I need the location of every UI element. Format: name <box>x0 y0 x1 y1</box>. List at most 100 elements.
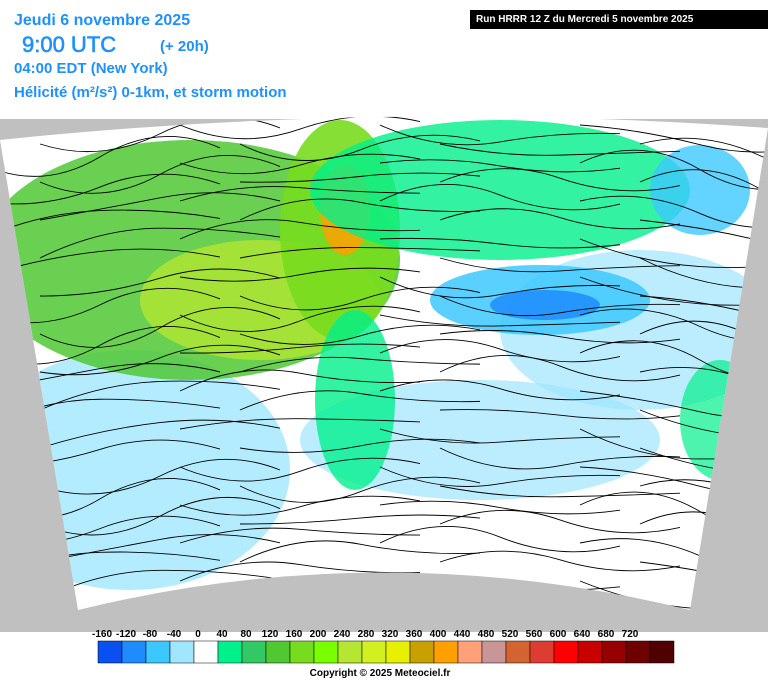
streamline <box>179 305 421 332</box>
streamline <box>439 257 681 273</box>
streamline <box>379 276 621 299</box>
legend-label: 280 <box>358 629 375 640</box>
streamline <box>39 380 281 411</box>
streamline <box>579 276 768 306</box>
streamline <box>39 192 281 221</box>
legend-swatch <box>409 640 435 664</box>
streamline <box>39 306 281 348</box>
streamline <box>239 390 481 411</box>
streamline <box>239 198 481 221</box>
legend-label: 720 <box>622 629 639 640</box>
streamline <box>39 419 281 449</box>
streamline <box>439 208 681 230</box>
legend-label: 560 <box>526 629 543 640</box>
streamline <box>379 526 621 553</box>
streamline <box>579 238 768 268</box>
streamline <box>579 491 768 533</box>
streamline <box>239 476 481 503</box>
legend-swatch <box>241 640 267 664</box>
streamline <box>0 173 221 205</box>
legend-swatch <box>361 640 387 664</box>
streamline <box>579 390 768 419</box>
legend-label: 200 <box>310 629 327 640</box>
streamline <box>579 466 768 495</box>
streamline <box>579 124 768 153</box>
legend-swatch <box>433 640 459 664</box>
time-utc: 9:00 UTC <box>22 32 117 58</box>
legend-swatch <box>145 640 171 664</box>
legend-swatch <box>385 640 411 664</box>
streamline <box>179 457 421 482</box>
legend-label: 680 <box>598 629 615 640</box>
legend-swatch <box>505 640 531 664</box>
legend-swatch <box>649 640 675 664</box>
legend-label: 160 <box>286 629 303 640</box>
streamline <box>39 569 281 601</box>
streamline <box>379 124 621 146</box>
streamline <box>379 500 621 515</box>
legend-label: -160 <box>92 629 112 640</box>
streamline <box>39 458 281 495</box>
streamline <box>239 438 481 453</box>
legend-swatch <box>601 640 627 664</box>
streamline <box>439 447 681 470</box>
legend-swatch <box>529 640 555 664</box>
streamline <box>179 369 421 392</box>
local-time: 04:00 EDT (New York) <box>14 60 168 77</box>
streamline <box>439 330 681 344</box>
streamline <box>239 247 481 259</box>
legend-label: 40 <box>216 629 228 640</box>
streamline <box>579 308 768 343</box>
legend-swatch <box>121 640 147 664</box>
legend-swatch <box>625 640 651 664</box>
streamline <box>179 153 421 175</box>
legend-label: 360 <box>406 629 423 640</box>
streamline <box>439 485 681 498</box>
streamline <box>579 428 768 460</box>
legend-swatch <box>313 640 339 664</box>
streamline <box>39 227 281 259</box>
legend-swatch <box>97 640 123 664</box>
legend-swatch <box>265 640 291 664</box>
streamline <box>439 509 681 534</box>
streamline <box>439 409 681 420</box>
streamline <box>379 339 621 363</box>
legend-label: 640 <box>574 629 591 640</box>
streamline <box>39 534 281 563</box>
streamline <box>379 314 621 327</box>
streamline <box>179 561 421 582</box>
streamline <box>639 137 768 172</box>
legend-label: 0 <box>195 629 201 640</box>
streamline <box>239 172 481 183</box>
streamline <box>379 379 621 401</box>
legend-swatch <box>289 640 315 664</box>
streamline <box>179 527 421 544</box>
streamline <box>0 135 221 177</box>
streamline <box>439 355 681 382</box>
legend-swatch <box>481 640 507 664</box>
lead-time: (+ 20h) <box>160 38 209 55</box>
copyright: Copyright © 2025 Meteociel.fr <box>310 668 451 679</box>
parameter: Hélicité (m²/s²) 0-1km, et storm motion <box>14 84 287 101</box>
legend-label: 600 <box>550 629 567 640</box>
streamline <box>39 344 281 376</box>
date: Jeudi 6 novembre 2025 <box>14 12 191 29</box>
streamline <box>239 540 481 563</box>
legend-label: 240 <box>334 629 351 640</box>
streamline <box>439 295 681 317</box>
streamline <box>379 237 621 249</box>
legend-swatch <box>193 640 219 664</box>
legend-swatch <box>217 640 243 664</box>
legend-swatch <box>337 640 363 664</box>
legend-label: 80 <box>240 629 252 640</box>
legend-swatch <box>169 640 195 664</box>
streamline <box>379 183 621 211</box>
streamline <box>239 356 481 373</box>
run-info: Run HRRR 12 Z du Mercredi 5 novembre 202… <box>470 10 768 29</box>
legend-label: -80 <box>143 629 158 640</box>
legend-label: -40 <box>167 629 182 640</box>
streamline <box>179 267 421 282</box>
